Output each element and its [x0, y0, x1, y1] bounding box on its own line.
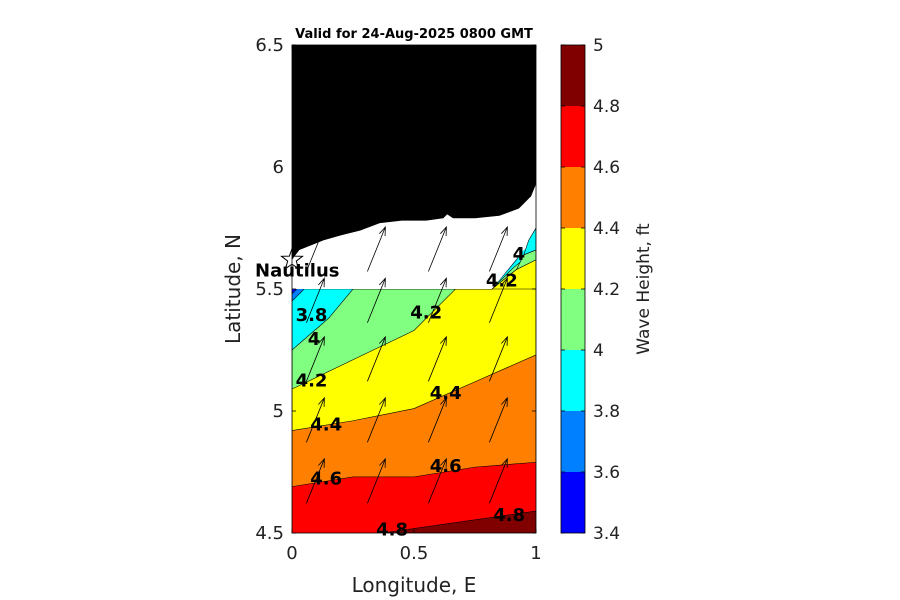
arrow-r3-c1	[367, 277, 386, 323]
colorbar-tick-label-6: 4.6	[593, 158, 620, 178]
colorbar-segment-3	[561, 289, 585, 350]
colorbar	[561, 45, 585, 533]
contour-label-6: 4.2	[410, 302, 442, 323]
contour-label-8: 4.6	[430, 456, 462, 477]
arrow-r4-c0	[306, 225, 325, 272]
contour-label-2: 4.2	[296, 371, 328, 392]
land-mass	[292, 45, 536, 260]
colorbar-segment-5	[561, 167, 585, 228]
contour-label-9: 4.8	[493, 505, 525, 526]
band-3.8-wedge	[523, 227, 536, 256]
colorbar-tick-label-0: 3.4	[593, 524, 620, 544]
contour-labels: 3.8 4 4.2 4.4 4.6 4.8 4.2 4.4 4.6 4.8 4.2 4	[296, 244, 526, 541]
star-icon	[280, 247, 304, 270]
colorbar-tick-label-3: 4	[593, 341, 604, 361]
contour-label-10: 4.2	[486, 271, 518, 292]
colorbar-segment-4	[561, 228, 585, 289]
y-tick-label-1: 5	[273, 401, 284, 422]
arrow-r0-c3	[489, 457, 508, 504]
arrow-r0-c0	[306, 457, 325, 504]
arrow-r4-c1	[367, 225, 386, 272]
arrow-r4-c3	[489, 225, 508, 272]
wave-direction-arrows	[306, 225, 508, 504]
colorbar-tick-label-1: 3.6	[593, 463, 620, 483]
arrow-r1-c0	[306, 396, 325, 443]
colorbar-segment-1	[561, 411, 585, 472]
band-4.8	[382, 510, 536, 533]
chart-title: Valid for 24-Aug-2025 0800 GMT	[295, 27, 533, 42]
arrow-r0-c1	[367, 457, 386, 504]
colorbar-tick-label-5: 4.4	[593, 219, 620, 239]
contour-label-11: 4	[513, 244, 526, 265]
x-tick-label-2: 1	[530, 543, 541, 564]
arrow-r2-c3	[489, 335, 508, 382]
band-4.0-wedge	[515, 249, 536, 271]
colorbar-tick-label-2: 3.8	[593, 402, 620, 422]
arrow-r1-c3	[489, 396, 508, 443]
arrow-r1-c2	[428, 396, 447, 443]
x-tick-label-1: 0.5	[400, 543, 429, 564]
y-tick-label-2: 5.5	[255, 279, 284, 300]
contour-label-1: 4	[308, 329, 321, 350]
colorbar-tick-label-7: 4.8	[593, 97, 620, 117]
colorbar-ticks: 3.4 3.6 3.8 4 4.2 4.4 4.6 4.8 5	[561, 36, 620, 544]
colorbar-segment-7	[561, 45, 585, 106]
contour-label-4: 4.6	[310, 468, 342, 489]
arrow-r3-c2	[428, 277, 447, 323]
contour-label-0: 3.8	[296, 305, 328, 326]
arrow-r2-c2	[428, 335, 447, 382]
arrow-r1-c1	[367, 396, 386, 443]
station-marker[interactable]: Nautilus	[255, 247, 340, 282]
x-axis-label: Longitude, E	[352, 573, 477, 597]
arrow-r2-c0	[306, 335, 325, 382]
colorbar-segment-0	[561, 472, 585, 533]
plot-area	[292, 45, 536, 533]
y-tick-label-3: 6	[273, 157, 284, 178]
y-axis-label: Latitude, N	[221, 234, 245, 344]
colorbar-segment-2	[561, 350, 585, 411]
contour-label-5: 4.8	[376, 520, 408, 541]
contour-label-3: 4.4	[310, 415, 342, 436]
y-tick-label-0: 4.5	[255, 523, 284, 544]
y-tick-label-4: 6.5	[255, 35, 284, 56]
station-label: Nautilus	[255, 261, 340, 282]
x-tick-label-0: 0	[286, 543, 297, 564]
colorbar-tick-label-4: 4.2	[593, 280, 620, 300]
arrow-r3-c3	[489, 277, 508, 323]
contour-label-7: 4.4	[430, 383, 462, 404]
arrow-r2-c1	[367, 335, 386, 382]
arrow-r0-c2	[428, 457, 447, 504]
arrow-r3-c0	[306, 277, 325, 323]
y-axis-ticks: 4.5 5 5.5 6 6.5	[255, 35, 536, 544]
x-axis-ticks: 0 0.5 1	[286, 45, 542, 564]
colorbar-segment-6	[561, 106, 585, 167]
colorbar-tick-label-8: 5	[593, 36, 604, 56]
arrow-r4-c2	[428, 225, 447, 272]
band-4.2-wedge	[491, 259, 536, 290]
colorbar-label: Wave Height, ft	[634, 223, 654, 355]
